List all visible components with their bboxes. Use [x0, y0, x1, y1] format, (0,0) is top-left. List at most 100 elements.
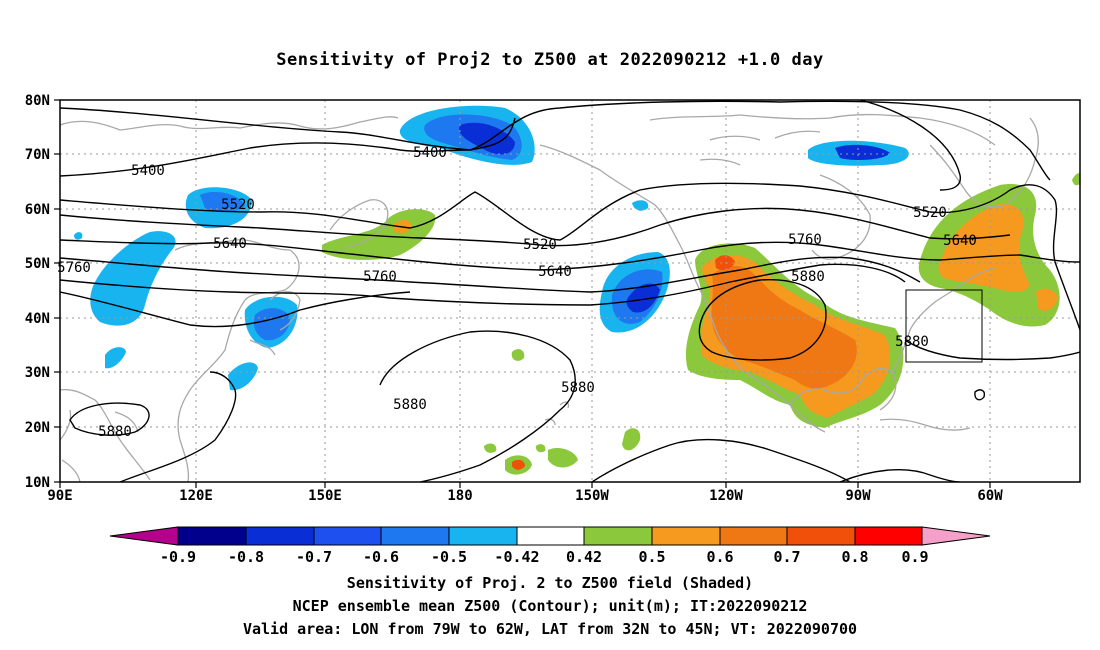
contour-label: 5880 [393, 397, 427, 413]
contour-label: 5520 [523, 237, 557, 253]
colorbar-cell [583, 526, 653, 546]
colorbar-label: -0.5 [431, 548, 467, 566]
coast-east-asia [174, 239, 300, 482]
colorbar-arrow-left [109, 526, 179, 546]
sensitivity-shading [74, 105, 1080, 475]
colorbar-cell [245, 526, 315, 546]
contour-label: 5880 [98, 424, 132, 440]
contour-label: 5760 [363, 269, 397, 285]
coast-alaska [539, 144, 826, 433]
colorbar-label: -0.7 [296, 548, 332, 566]
neg-region-pacific-inner [626, 283, 660, 313]
colorbar-label: 0.5 [638, 548, 665, 566]
pos-region-na-west-red [715, 255, 735, 270]
neg-region-siberia [90, 231, 176, 326]
neg-region-arctic-inner [459, 122, 515, 155]
coast-hudson [811, 174, 871, 260]
coast-kamchatka [329, 199, 389, 249]
contour-line-13 [69, 402, 150, 436]
pos-region-small-d [484, 443, 497, 453]
neg-region-dot [74, 232, 83, 240]
pos-region-hawaii-core [512, 459, 525, 470]
coastlines [60, 113, 1039, 482]
caption-shading: Sensitivity of Proj. 2 to Z500 field (Sh… [346, 574, 754, 592]
pos-region-small-e [535, 444, 546, 453]
pos-region-small-c [511, 349, 525, 361]
coast-asia-arctic [60, 116, 399, 131]
lon-label: 150W [575, 488, 609, 504]
contour-line-17 [974, 389, 986, 401]
contour-label: 5640 [538, 264, 572, 280]
contour-line-14 [839, 468, 961, 482]
colorbar-cell [516, 526, 585, 546]
colorbar-label: -0.9 [160, 548, 196, 566]
colorbar-label: 0.42 [566, 548, 602, 566]
colorbar-cell [651, 526, 721, 546]
lon-label: 150E [308, 488, 342, 504]
lon-label: 90W [845, 488, 871, 504]
contour-line-10 [698, 278, 827, 361]
lon-label: 60W [977, 488, 1003, 504]
z500-contours [60, 100, 1080, 482]
contour-label: 5880 [791, 269, 825, 285]
colorbar-labels: -0.9 -0.8 -0.7 -0.6 -0.5 -0.42 0.42 0.5 … [160, 548, 929, 566]
colorbar-cell [786, 526, 856, 546]
neg-region-small-1 [105, 347, 126, 369]
colorbar-cell [313, 526, 382, 546]
contour-label: 5760 [788, 232, 822, 248]
contour-line-3 [859, 100, 962, 191]
valid-area-box [905, 289, 983, 363]
contour-line-6 [60, 239, 1080, 271]
lon-label: 90E [47, 488, 72, 504]
lat-label: 20N [25, 420, 50, 436]
contour-line-7 [60, 256, 921, 293]
pos-region-small-b [622, 428, 641, 451]
contour-line-2 [60, 117, 516, 177]
latitude-labels: 80N 70N 60N 50N 40N 30N 20N 10N [25, 93, 50, 491]
colorbar-label: -0.8 [228, 548, 264, 566]
coast-arctic-islands [699, 130, 821, 166]
colorbar-cell [448, 526, 518, 546]
pos-region-small-a [548, 448, 578, 468]
neg-region-greenland-core [835, 144, 890, 161]
colorbar-label: -0.6 [363, 548, 399, 566]
contour-label: 5640 [213, 236, 247, 252]
colorbar-label: 0.7 [773, 548, 800, 566]
grid-lines [60, 100, 1080, 482]
contour-label: 5520 [221, 197, 255, 213]
coast-caribbean [879, 418, 971, 431]
colorbar-cell [719, 526, 788, 546]
neg-region-ryukyu [228, 362, 258, 391]
colorbar-label: 0.6 [706, 548, 733, 566]
map-frame [59, 99, 1081, 483]
plot-title: Sensitivity of Proj2 to Z500 at 20220902… [276, 50, 824, 70]
contour-line-15 [904, 339, 1080, 361]
contour-line-16 [591, 438, 851, 482]
contour-label: 5880 [895, 334, 929, 350]
lat-label: 60N [25, 202, 50, 218]
caption-valid-area: Valid area: LON from 79W to 62W, LAT fro… [242, 620, 858, 638]
colorbar-label: 0.9 [901, 548, 928, 566]
pos-region-na-west-inner [711, 265, 857, 389]
coast-canada-arctic [649, 113, 996, 146]
coast-southeast-asia [60, 389, 151, 481]
coast-greenland [929, 117, 1039, 208]
lat-label: 40N [25, 311, 50, 327]
colorbar-arrow-right [921, 526, 991, 546]
contour-label: 5400 [413, 145, 447, 161]
contour-label: 5520 [913, 205, 947, 221]
colorbar-label: -0.42 [494, 548, 539, 566]
contour-label: 5880 [561, 380, 595, 396]
coast-india [60, 409, 81, 482]
pos-region-eastedge [1072, 173, 1080, 186]
contour-line-4 [60, 182, 1080, 331]
lat-label: 70N [25, 147, 50, 163]
caption-contour: NCEP ensemble mean Z500 (Contour); unit(… [292, 597, 808, 615]
pos-region-atlantic-core [938, 203, 1030, 292]
contour-label: 5400 [131, 163, 165, 179]
lon-label: 120E [179, 488, 213, 504]
neg-region-okhotsk-core [200, 192, 245, 213]
contour-line-1 [60, 100, 1051, 181]
longitude-labels: 90E 120E 150E 180 150W 120W 90W 60W [47, 488, 1003, 504]
